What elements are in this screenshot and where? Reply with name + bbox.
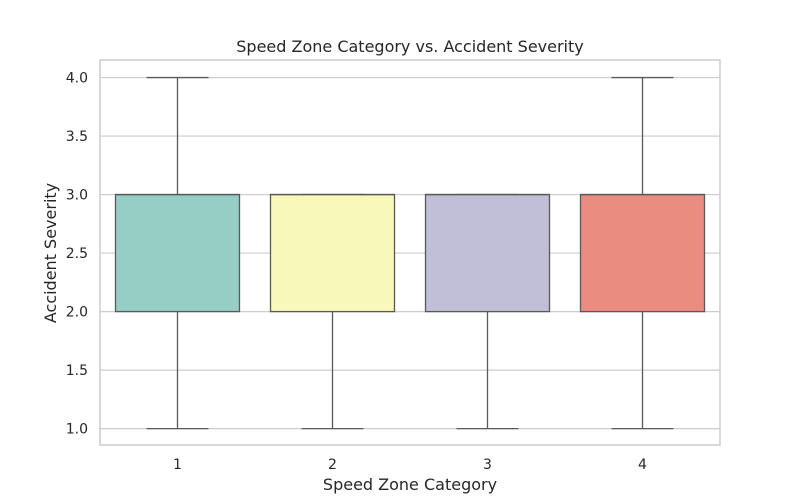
iqr-box xyxy=(579,193,706,313)
iqr-box xyxy=(114,193,241,313)
box-group-1 xyxy=(114,76,241,430)
iqr-box xyxy=(269,193,396,313)
y-tick-label: 4.0 xyxy=(66,71,88,87)
x-tick-label: 2 xyxy=(328,457,337,473)
x-tick-labels: 1 2 3 4 xyxy=(173,457,647,473)
iqr-box xyxy=(424,193,551,313)
y-tick-label: 2.5 xyxy=(66,246,88,262)
y-tick-labels: 1.0 1.5 2.0 2.5 3.0 3.5 4.0 xyxy=(66,71,88,438)
box-group-2 xyxy=(269,193,396,430)
y-tick-label: 2.0 xyxy=(66,305,88,321)
y-axis-label: Accident Severity xyxy=(41,183,60,323)
y-tick-label: 1.0 xyxy=(66,422,88,438)
x-tick-label: 4 xyxy=(638,457,647,473)
plot-border xyxy=(99,59,721,446)
plot-frame xyxy=(99,59,721,446)
x-tick-label: 1 xyxy=(173,457,182,473)
y-tick-label: 3.0 xyxy=(66,188,88,204)
y-tick-label: 3.5 xyxy=(66,129,88,145)
x-axis-label: Speed Zone Category xyxy=(323,475,497,494)
box-layer xyxy=(114,76,706,430)
box-group-3 xyxy=(424,193,551,430)
x-tick-label: 3 xyxy=(483,457,492,473)
y-tick-label: 1.5 xyxy=(66,363,88,379)
chart-title: Speed Zone Category vs. Accident Severit… xyxy=(236,37,584,56)
box-group-4 xyxy=(579,76,706,430)
